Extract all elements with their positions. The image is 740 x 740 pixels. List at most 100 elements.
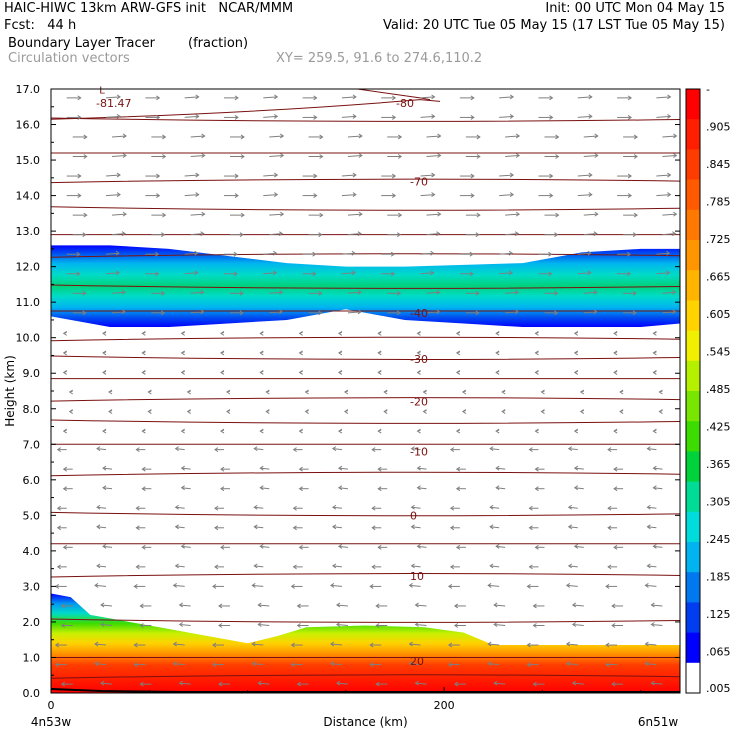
vector-arrowhead (304, 409, 309, 414)
vector-arrowhead (613, 486, 618, 492)
circulation-vector (420, 174, 435, 177)
vector-arrowhead (514, 289, 520, 295)
circulation-vector (583, 311, 597, 314)
vector-arrowhead (613, 466, 618, 472)
init-time: Init: 00 UTC Mon 04 May 15 (545, 1, 725, 16)
vector-arrowhead (251, 641, 256, 647)
vector-arrowhead (549, 95, 554, 101)
vector-arrowhead (290, 662, 295, 667)
vector-arrowhead (77, 173, 82, 179)
circulation-vector (336, 623, 348, 626)
vector-arrowhead (156, 193, 161, 199)
colorbar-label: .485 (706, 383, 731, 396)
vector-arrowhead (82, 290, 87, 296)
vector-arrowhead (565, 661, 571, 666)
vector-arrowhead (383, 409, 388, 414)
vector-arrowhead (253, 563, 258, 569)
circulation-vector (577, 194, 592, 197)
vector-arrowhead (116, 94, 121, 100)
vector-arrowhead (54, 662, 60, 667)
vector-arrowhead (312, 251, 317, 257)
vector-arrowhead (593, 289, 598, 295)
vector-arrowhead (102, 350, 107, 356)
vector-arrowhead (332, 446, 337, 452)
circulation-vector (111, 291, 126, 294)
vector-arrowhead (611, 681, 616, 687)
vector-arrowhead (332, 504, 337, 510)
circulation-vector (566, 584, 578, 587)
vector-arrowhead (646, 446, 651, 452)
circulation-vector (269, 135, 284, 138)
vector-arrowhead (408, 641, 413, 647)
circulation-vector (260, 545, 270, 548)
vector-arrowhead (220, 544, 225, 550)
circulation-vector (347, 291, 361, 294)
vector-arrowhead (573, 330, 579, 336)
vector-arrowhead (201, 133, 206, 139)
isotherm-line (51, 117, 680, 122)
circulation-vector (420, 272, 434, 275)
vector-arrowhead (180, 350, 185, 356)
vector-arrowhead (318, 310, 323, 316)
vector-arrowhead (534, 370, 539, 375)
vector-arrowhead (573, 350, 579, 356)
vector-arrowhead (579, 389, 585, 395)
colorbar-swatch (686, 330, 700, 362)
vector-arrowhead (156, 115, 161, 120)
circulation-vector (426, 291, 440, 294)
vector-arrowhead (336, 680, 341, 686)
vector-arrowhead (377, 350, 382, 356)
vector-arrowhead (56, 525, 62, 531)
vector-arrowhead (220, 486, 225, 492)
circulation-vector (254, 526, 264, 529)
colorbar-swatch (686, 119, 700, 150)
vector-arrowhead (534, 486, 539, 492)
vector-arrowhead (650, 602, 655, 608)
vector-arrowhead (147, 389, 152, 395)
colorbar-swatch (686, 481, 700, 513)
vector-arrowhead (180, 370, 185, 375)
vector-arrowhead (493, 602, 498, 608)
vector-arrowhead (554, 232, 559, 238)
vector-arrowhead (139, 681, 144, 687)
circulation-vector (505, 233, 519, 236)
vector-arrowhead (455, 486, 461, 492)
vector-arrowhead (122, 133, 127, 139)
vector-arrowhead (172, 641, 177, 647)
colorbar-swatch (686, 209, 700, 241)
vector-arrowhead (162, 134, 167, 140)
vector-arrowhead (540, 409, 545, 414)
vector-arrowhead (455, 466, 461, 472)
circulation-vector (105, 252, 120, 255)
vector-arrowhead (627, 95, 633, 101)
circulation-vector (656, 174, 671, 177)
vector-arrowhead (102, 428, 107, 434)
circulation-vector (490, 448, 500, 451)
circulation-vector (260, 467, 270, 470)
circulation-vector (94, 643, 107, 646)
circulation-vector (426, 213, 441, 216)
vector-arrowhead (437, 153, 442, 158)
vector-arrowhead (233, 251, 238, 257)
circulation-vector (499, 115, 514, 118)
vector-arrowhead (619, 389, 624, 395)
vector-arrowhead (251, 661, 256, 666)
vector-arrowhead (587, 250, 592, 256)
circulation-vector (96, 506, 107, 509)
vector-arrowhead (489, 563, 494, 569)
vector-arrowhead (673, 133, 678, 139)
vector-arrowhead (588, 94, 593, 100)
y-tick-label: 3.0 (23, 580, 41, 593)
circulation-vector (415, 604, 427, 607)
vector-arrowhead (155, 251, 160, 257)
vector-arrowhead (102, 330, 107, 336)
vector-arrowhead (391, 95, 397, 101)
isotherm-line (353, 89, 431, 101)
circulation-vector (341, 96, 356, 99)
isotherm-line (51, 355, 680, 360)
circulation-vector (494, 623, 506, 626)
colorbar-swatch (686, 391, 700, 422)
circulation-vector (94, 584, 107, 587)
vector-arrowhead (338, 370, 343, 375)
circulation-vector (190, 291, 204, 294)
